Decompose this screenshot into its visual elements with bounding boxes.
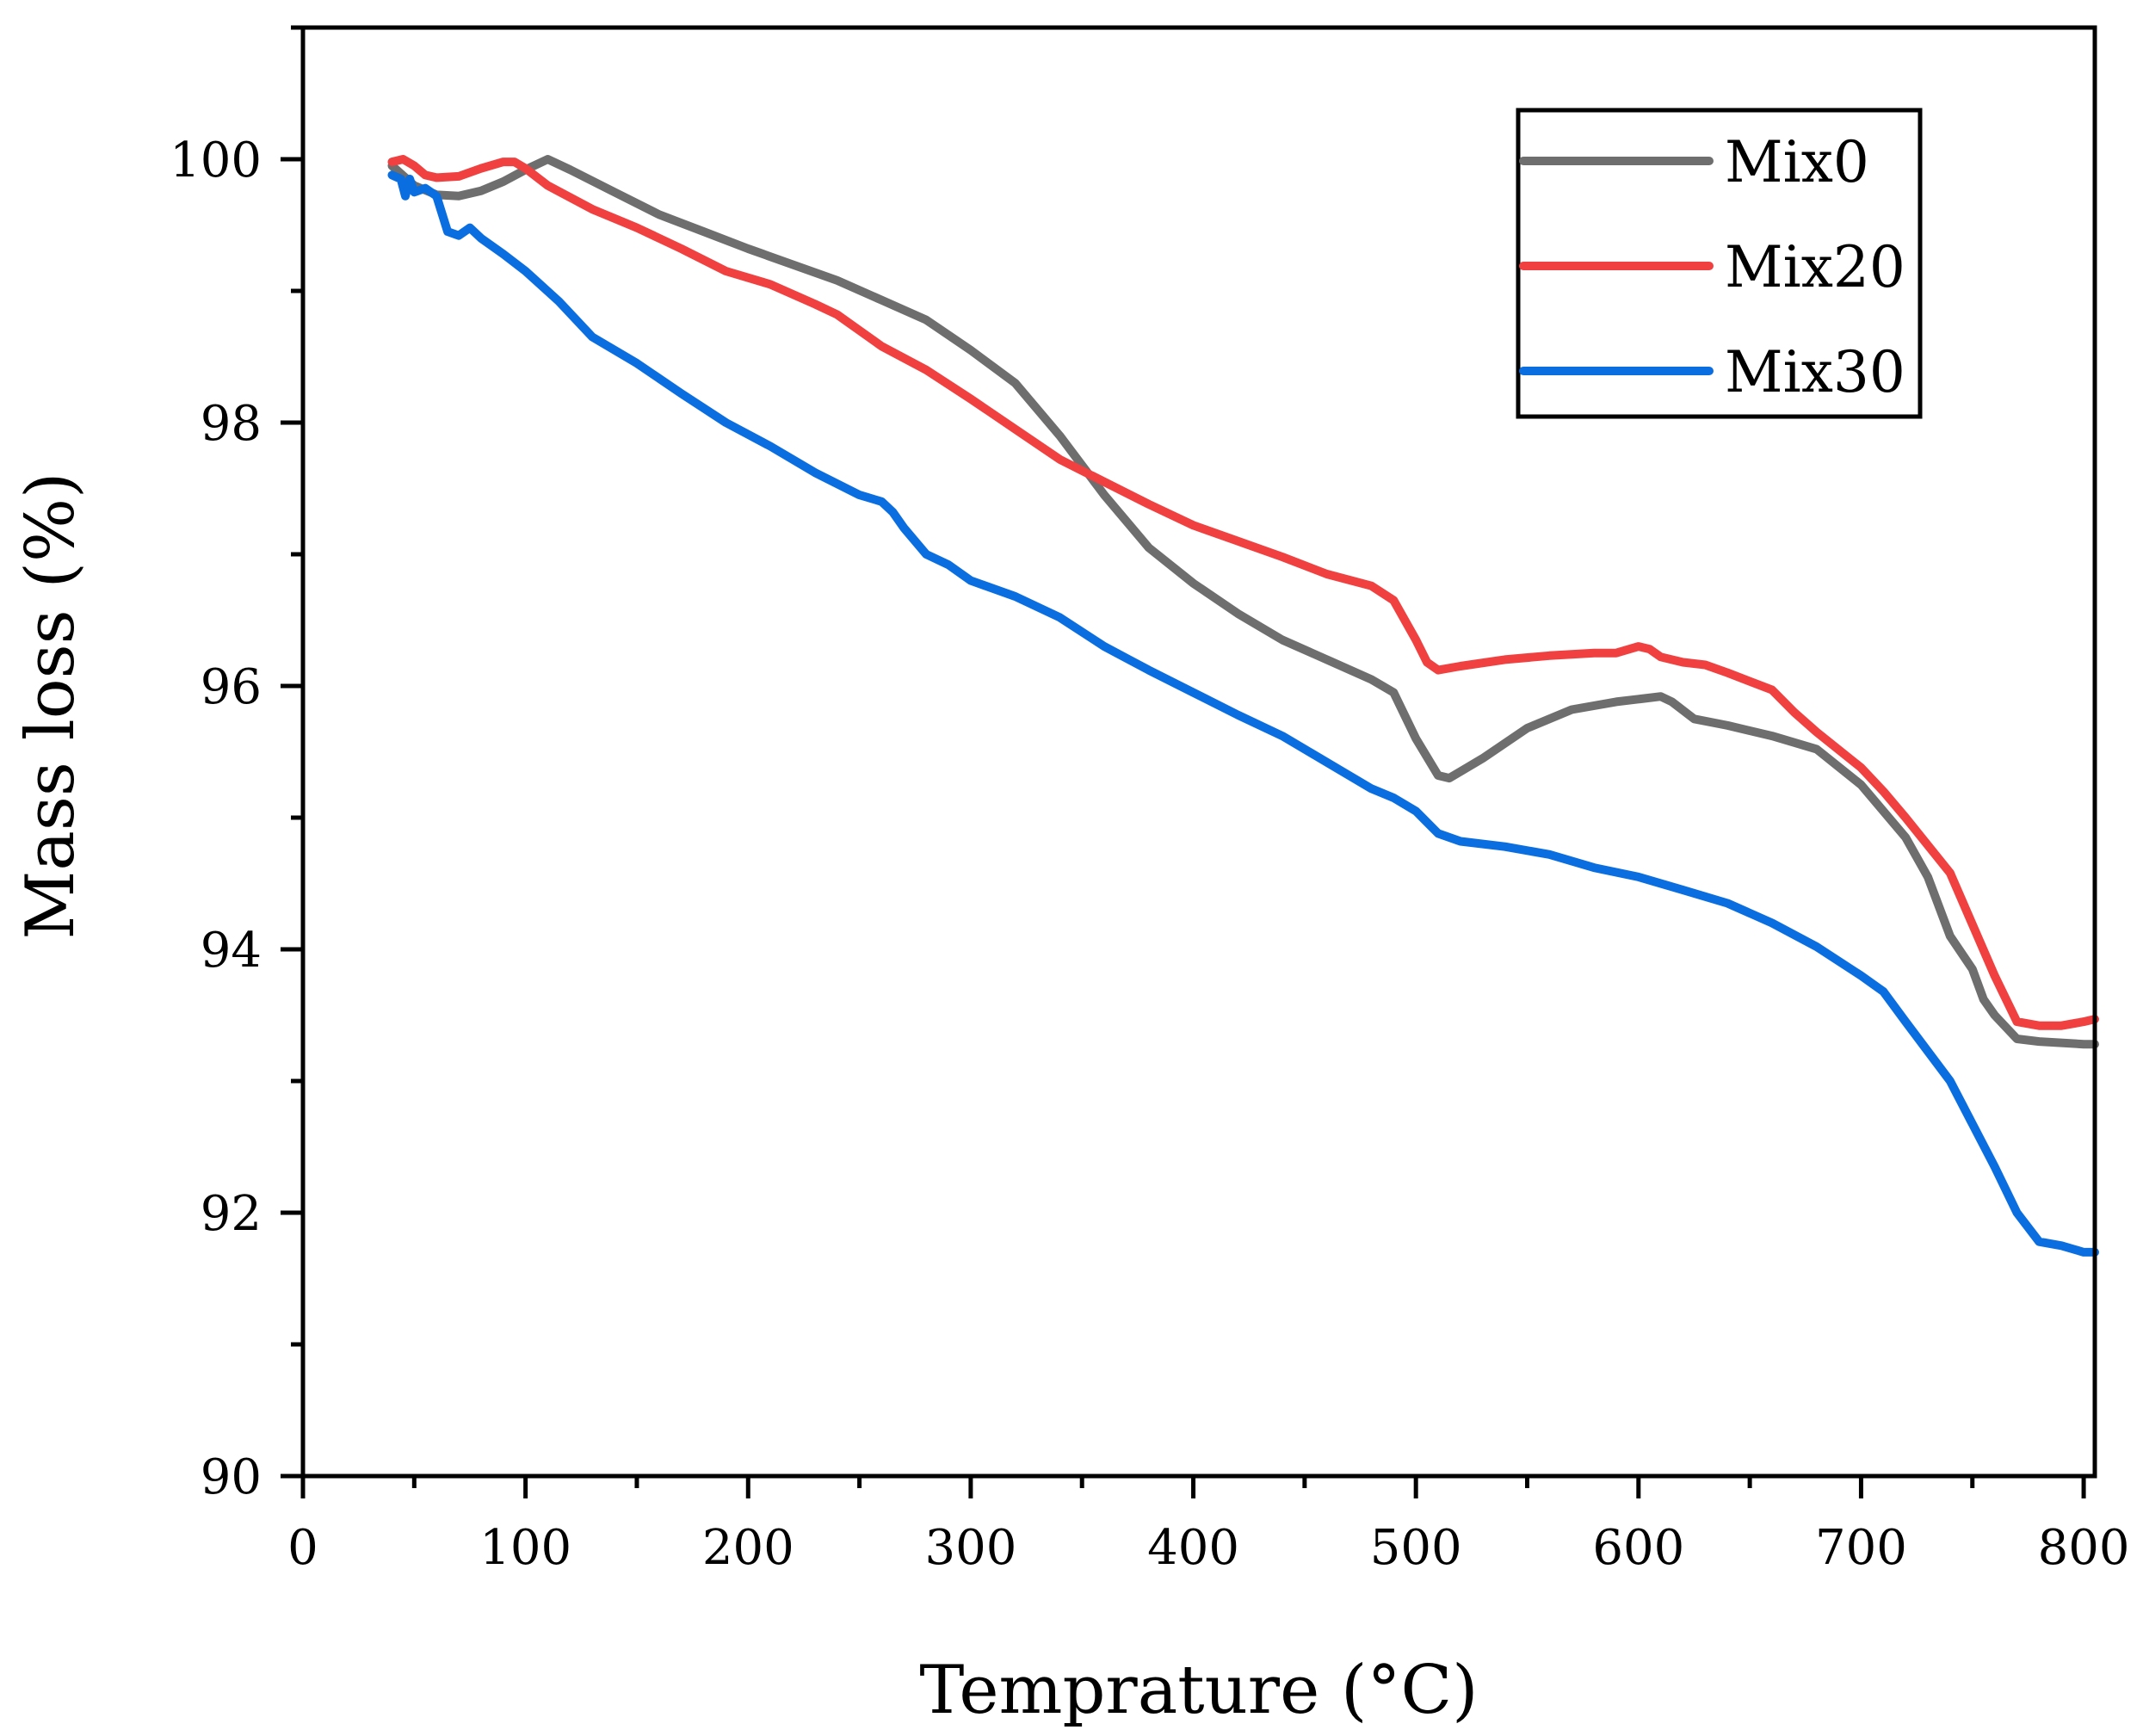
x-tick-label: 300: [924, 1520, 1016, 1576]
y-tick-label: 90: [201, 1449, 262, 1505]
x-tick-label: 500: [1370, 1520, 1462, 1576]
x-tick-label: 100: [479, 1520, 571, 1576]
legend-box: [1516, 108, 1923, 419]
x-tick-label: 400: [1147, 1520, 1239, 1576]
legend-label-mix30: Mix30: [1725, 339, 1905, 405]
x-axis-title: Temprature (°C): [919, 1652, 1478, 1729]
x-tick-label: 0: [287, 1520, 318, 1576]
y-tick-label: 96: [201, 659, 262, 715]
axis-tick-labels: 0 100 200 300 400 500 600 700 800 90 92 94 96 98 100: [170, 133, 2129, 1576]
data-series: [387, 155, 2099, 1257]
y-tick-label: 94: [201, 923, 262, 979]
plot-frame: [300, 25, 2097, 1479]
series-line-mix0: [387, 155, 2099, 1049]
x-tick-label: 600: [1592, 1520, 1684, 1576]
legend: Mix0 Mix20 Mix30: [1516, 108, 1923, 419]
series-line-mix30: [387, 170, 2099, 1257]
series-line-mix20: [387, 155, 2099, 1030]
y-tick-label: 98: [201, 396, 262, 452]
x-tick-label: 700: [1815, 1520, 1907, 1576]
legend-label-mix20: Mix20: [1725, 234, 1905, 300]
y-tick-label: 100: [170, 133, 262, 188]
y-axis-title: Mass loss (%): [12, 473, 90, 940]
legend-label-mix0: Mix0: [1725, 129, 1869, 195]
x-tick-label: 200: [702, 1520, 794, 1576]
y-tick-label: 92: [201, 1186, 262, 1242]
x-tick-label: 800: [2038, 1520, 2130, 1576]
